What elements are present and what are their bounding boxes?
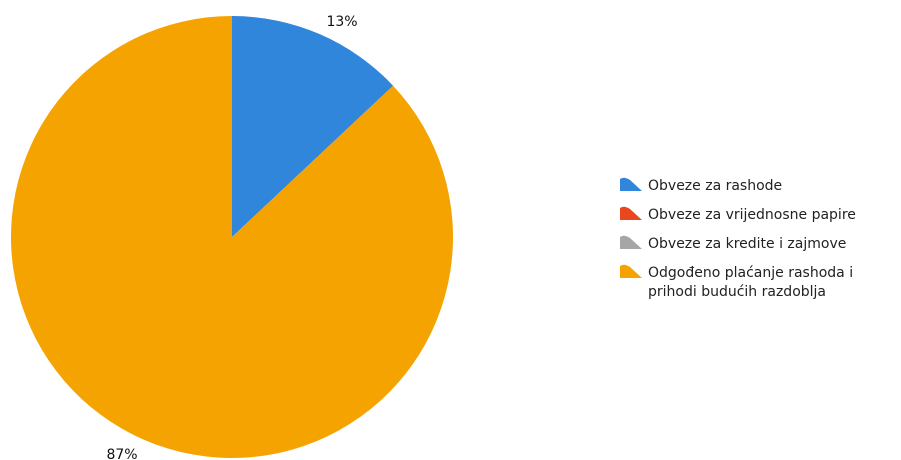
- data-label-0: 13%: [326, 14, 357, 30]
- legend-label-3: Odgođeno plaćanje rashoda i: [648, 265, 853, 281]
- legend-label-1: Obveze za vrijednosne papire: [648, 207, 856, 223]
- pie-slices: [11, 16, 453, 459]
- legend: Obveze za rashode Obveze za vrijednosne p…: [620, 177, 856, 300]
- pie-slice-0: [232, 16, 394, 237]
- legend-entry-3: Odgođeno plaćanje rashoda i prihodi buduć…: [620, 264, 853, 300]
- legend-entry-1: Obveze za vrijednosne papire: [620, 206, 856, 223]
- legend-swatch-0: [620, 177, 642, 191]
- pie-data-labels: 13% 87%: [106, 14, 357, 460]
- legend-swatch-3: [620, 264, 642, 278]
- legend-entry-2: Obveze za kredite i zajmove: [620, 235, 846, 252]
- legend-label-3-line-1: prihodi budućih razdoblja: [648, 284, 826, 300]
- legend-label-2: Obveze za kredite i zajmove: [648, 236, 846, 252]
- data-label-3: 87%: [106, 447, 137, 460]
- legend-swatch-1: [620, 206, 642, 220]
- legend-label-0: Obveze za rashode: [648, 178, 782, 194]
- pie-slice-3: [11, 16, 453, 459]
- legend-swatch-2: [620, 235, 642, 249]
- legend-entry-0: Obveze za rashode: [620, 177, 782, 194]
